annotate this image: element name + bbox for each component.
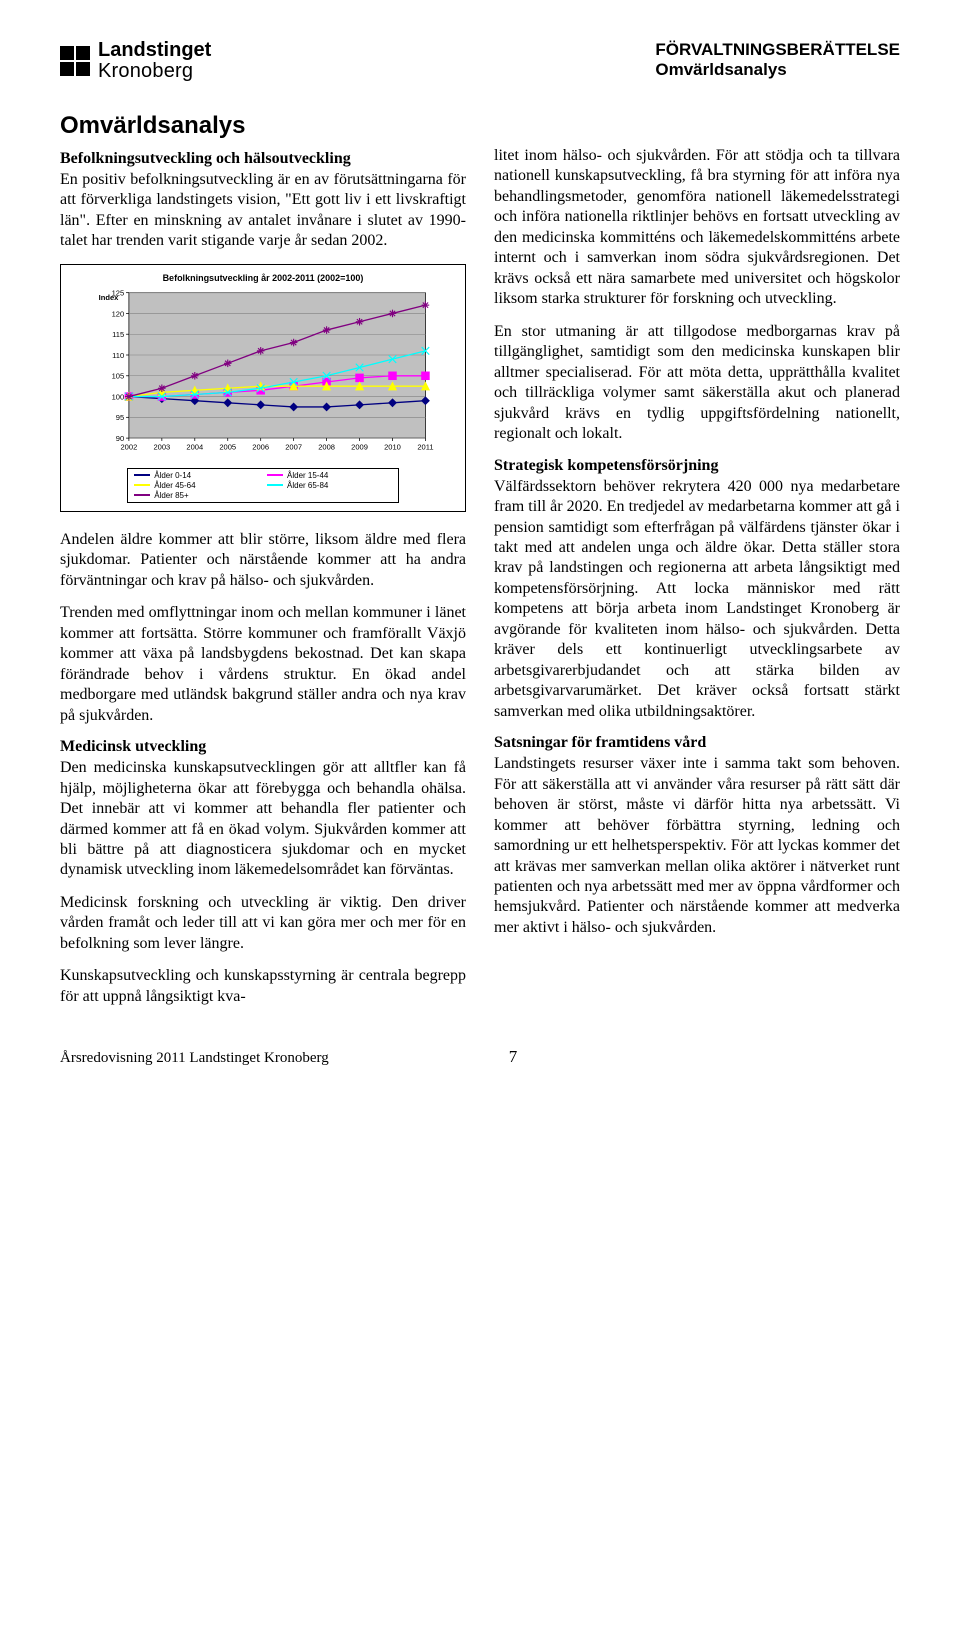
svg-text:2004: 2004 [186,442,203,451]
document-meta: FÖRVALTNINGSBERÄTTELSE Omvärldsanalys [655,40,900,81]
logo-line2: Kronoberg [98,61,211,82]
legend-label: Ålder 15-44 [287,471,328,480]
legend-swatch-icon [267,484,283,486]
heading-befolkning: Befolkningsutveckling och hälsoutvecklin… [60,150,466,168]
logo: Landstinget Kronoberg [60,40,211,82]
svg-text:2002: 2002 [120,442,137,451]
svg-text:2005: 2005 [219,442,236,451]
logo-mark-icon [60,46,90,76]
meta-line1: FÖRVALTNINGSBERÄTTELSE [655,40,900,60]
svg-text:2008: 2008 [318,442,335,451]
legend-swatch-icon [134,494,150,496]
legend-label: Ålder 65-84 [287,481,328,490]
para-l1: En positiv befolkningsutveckling är en a… [60,170,466,252]
legend-swatch-icon [267,474,283,476]
para-r2: En stor utmaning är att tillgodose medbo… [494,322,900,445]
para-l3: Trenden med omflyttningar inom och mella… [60,603,466,726]
svg-text:115: 115 [112,330,124,339]
legend-item: Ålder 85+ [134,491,259,500]
legend-item: Ålder 45-64 [134,481,259,490]
para-r3: Välfärdssektorn behöver rekrytera 420 00… [494,477,900,723]
svg-text:2009: 2009 [351,442,368,451]
page-number: 7 [509,1047,518,1067]
right-column: litet inom hälso- och sjukvården. För at… [494,112,900,1007]
para-l4: Den medicinska kunskapsutvecklingen gör … [60,758,466,881]
chart-plot: 9095100105110115120125200220032004200520… [69,287,457,457]
svg-text:2010: 2010 [384,442,401,451]
footer-text: Årsredovisning 2011 Landstinget Kronober… [60,1050,329,1067]
svg-text:2006: 2006 [252,442,269,451]
logo-text: Landstinget Kronoberg [98,40,211,82]
svg-text:120: 120 [112,309,125,318]
chart-title: Befolkningsutveckling år 2002-2011 (2002… [69,273,457,283]
legend-item: Ålder 15-44 [267,471,392,480]
svg-text:100: 100 [112,392,125,401]
legend-item: Ålder 0-14 [134,471,259,480]
svg-text:105: 105 [112,371,125,380]
heading-satsningar: Satsningar för framtidens vård [494,734,900,752]
logo-line1: Landstinget [98,40,211,61]
meta-line2: Omvärldsanalys [655,60,900,80]
para-l2: Andelen äldre kommer att blir större, li… [60,530,466,591]
legend-label: Ålder 85+ [154,491,188,500]
svg-text:Index: Index [99,293,120,302]
heading-medicinsk: Medicinsk utveckling [60,738,466,756]
para-l6: Kunskapsutveckling och kunskapsstyrning … [60,966,466,1007]
legend-label: Ålder 45-64 [154,481,195,490]
heading-kompetens: Strategisk kompetensförsörjning [494,457,900,475]
svg-text:2011: 2011 [417,442,433,451]
page-title: Omvärldsanalys [60,112,466,140]
legend-swatch-icon [134,484,150,486]
page-footer: Årsredovisning 2011 Landstinget Kronober… [60,1047,900,1067]
legend-label: Ålder 0-14 [154,471,191,480]
svg-text:110: 110 [112,351,124,360]
para-r4: Landstingets resurser växer inte i samma… [494,754,900,938]
population-chart: Befolkningsutveckling år 2002-2011 (2002… [60,264,466,512]
para-r1: litet inom hälso- och sjukvården. För at… [494,146,900,310]
content-columns: Omvärldsanalys Befolkningsutveckling och… [60,112,900,1007]
legend-item: Ålder 65-84 [267,481,392,490]
page-header: Landstinget Kronoberg FÖRVALTNINGSBERÄTT… [60,40,900,82]
svg-text:2007: 2007 [285,442,302,451]
left-column: Omvärldsanalys Befolkningsutveckling och… [60,112,466,1007]
svg-text:95: 95 [116,413,124,422]
svg-text:2003: 2003 [153,442,170,451]
chart-legend: Ålder 0-14 Ålder 15-44 Ålder 45-64 Ålder 65… [127,468,399,503]
legend-swatch-icon [134,474,150,476]
para-l5: Medicinsk forskning och utveckling är vi… [60,893,466,954]
